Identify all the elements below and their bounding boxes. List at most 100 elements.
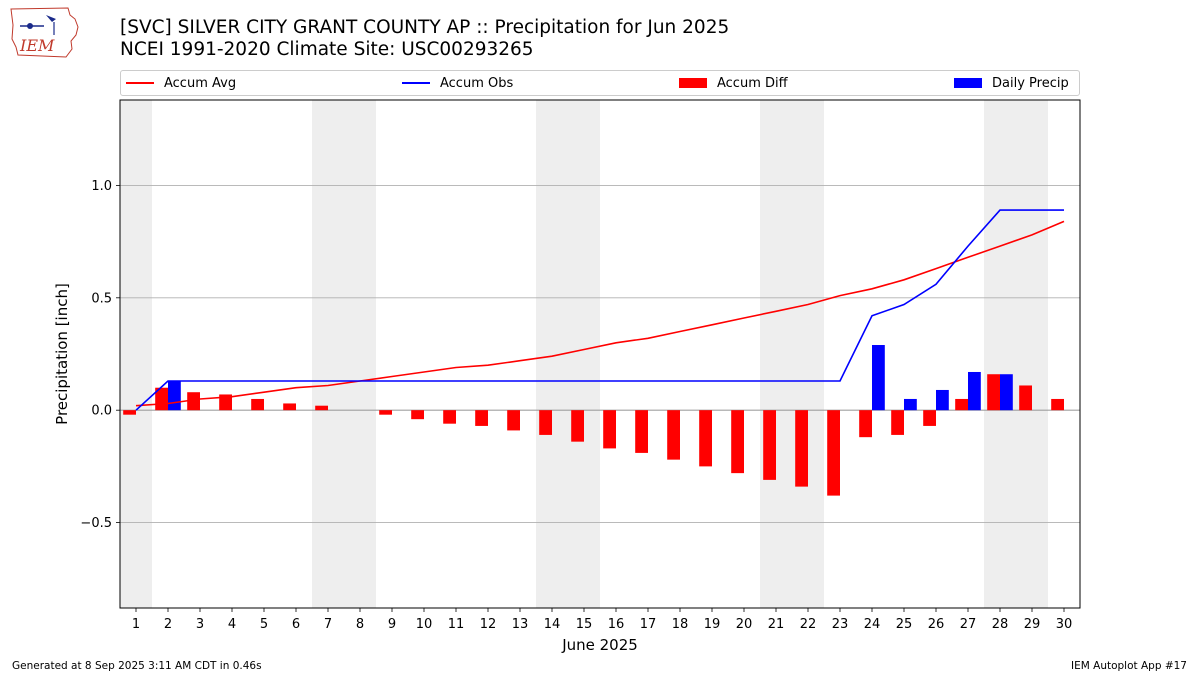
legend-label-accum-avg: Accum Avg: [164, 75, 237, 91]
weekend-band: [536, 100, 600, 608]
x-tick-label: 3: [196, 617, 204, 632]
legend-item-accum-diff: Accum Diff: [679, 71, 788, 95]
x-tick-label: 16: [608, 617, 625, 632]
logo-text: IEM: [19, 36, 55, 55]
weekend-band: [120, 100, 152, 608]
accum-diff-bar: [475, 410, 488, 426]
x-tick-label: 23: [832, 617, 849, 632]
x-tick-label: 27: [960, 617, 977, 632]
x-tick-label: 13: [512, 617, 529, 632]
daily-precip-bar: [1000, 374, 1013, 411]
accum-diff-bar: [667, 410, 680, 460]
x-tick-label: 28: [992, 617, 1009, 632]
x-tick-label: 21: [768, 617, 785, 632]
legend-item-daily-precip: Daily Precip: [954, 71, 1069, 95]
x-tick-label: 6: [292, 617, 300, 632]
accum-diff-bar: [507, 410, 520, 431]
x-tick-label: 18: [672, 617, 689, 632]
legend-label-daily-precip: Daily Precip: [992, 75, 1069, 91]
plot-frame: [119, 99, 1081, 609]
bars-group: [123, 345, 1064, 496]
legend-swatch-accum-avg: [126, 82, 154, 84]
x-tick-label: 15: [576, 617, 593, 632]
accum-diff-bar: [315, 405, 328, 411]
accum-diff-bar: [539, 410, 552, 435]
x-tick-label: 12: [480, 617, 497, 632]
accum-diff-bar: [923, 410, 936, 426]
lines-group: [135, 209, 1065, 411]
x-tick-label: 30: [1056, 617, 1073, 632]
legend-swatch-accum-obs: [402, 82, 430, 84]
accum-diff-bar: [1051, 398, 1064, 411]
accum-avg-line: [135, 220, 1065, 407]
x-tick-label: 22: [800, 617, 817, 632]
accum-diff-bar: [571, 410, 584, 442]
x-tick-label: 17: [640, 617, 657, 632]
legend-swatch-accum-diff: [679, 78, 707, 88]
accum-diff-bar: [795, 410, 808, 487]
x-tick-label: 11: [448, 617, 465, 632]
accum-diff-bar: [763, 410, 776, 480]
footer-app-text: IEM Autoplot App #17: [1071, 660, 1187, 672]
x-tick-label: 1: [132, 617, 140, 632]
x-tick-label: 25: [896, 617, 913, 632]
accum-diff-bar: [251, 398, 264, 411]
x-tick-label: 20: [736, 617, 753, 632]
legend-item-accum-avg: Accum Avg: [126, 71, 236, 95]
chart-title: [SVC] SILVER CITY GRANT COUNTY AP :: Pre…: [120, 17, 730, 38]
x-tick-label: 4: [228, 617, 236, 632]
accum-diff-bar: [731, 410, 744, 474]
accum-diff-bar: [443, 410, 456, 424]
x-tick-label: 9: [388, 617, 396, 632]
accum-diff-bar: [1019, 385, 1032, 411]
daily-precip-bar: [968, 371, 981, 411]
x-tick-label: 14: [544, 617, 561, 632]
accum-diff-bar: [123, 410, 136, 415]
y-tick-label: 0.5: [91, 291, 112, 306]
y-tick-label: 0.0: [91, 404, 112, 419]
y-tick-label: −0.5: [80, 516, 112, 531]
accum-diff-bar: [987, 374, 1000, 411]
iem-logo: IEM: [8, 5, 80, 59]
legend-label-accum-obs: Accum Obs: [440, 75, 514, 91]
accum-obs-line: [135, 209, 1064, 411]
y-tick-label: 1.0: [91, 179, 112, 194]
y-axis-label: Precipitation [inch]: [53, 283, 71, 425]
x-tick-label: 2: [164, 617, 172, 632]
x-tick-label: 19: [704, 617, 721, 632]
x-tick-label: 26: [928, 617, 945, 632]
accum-diff-bar: [699, 410, 712, 467]
x-axis-label: June 2025: [561, 636, 638, 654]
x-tick-label: 5: [260, 617, 268, 632]
legend-swatch-daily-precip: [954, 78, 982, 88]
accum-diff-bar: [379, 410, 392, 415]
legend-label-accum-diff: Accum Diff: [717, 75, 788, 91]
accum-diff-bar: [187, 392, 200, 411]
daily-precip-bar: [872, 345, 885, 411]
accum-diff-bar: [859, 410, 872, 438]
chart-subtitle: NCEI 1991-2020 Climate Site: USC00293265: [120, 39, 534, 60]
accum-diff-bar: [955, 398, 968, 411]
accum-diff-bar: [283, 403, 296, 411]
legend: Accum Avg Accum Obs Accum Diff Daily Pre…: [120, 70, 1080, 96]
weekend-band: [312, 100, 376, 608]
y-axis-ticks: −0.5 0.0 0.5 1.0: [80, 179, 120, 531]
accum-diff-bar: [891, 410, 904, 435]
weekend-shading: [120, 100, 1048, 608]
weekend-band: [760, 100, 824, 608]
iowa-state-map-icon: IEM: [10, 7, 79, 58]
legend-item-accum-obs: Accum Obs: [402, 71, 513, 95]
daily-precip-bar: [936, 389, 949, 411]
x-tick-label: 24: [864, 617, 881, 632]
accum-diff-bar: [827, 410, 840, 496]
accum-diff-bar: [635, 410, 648, 453]
accum-diff-bar: [219, 394, 232, 411]
daily-precip-bar: [168, 380, 181, 411]
accum-diff-bar: [411, 410, 424, 420]
x-tick-label: 29: [1024, 617, 1041, 632]
x-axis-ticks: 1 2 3 4 5 6 7 8 9 10 11 12 13 14 15 16 17 18 19 20 21 22 23 24 2…: [132, 608, 1072, 632]
x-tick-label: 10: [416, 617, 433, 632]
weekend-band: [984, 100, 1048, 608]
daily-precip-bar: [904, 398, 917, 411]
